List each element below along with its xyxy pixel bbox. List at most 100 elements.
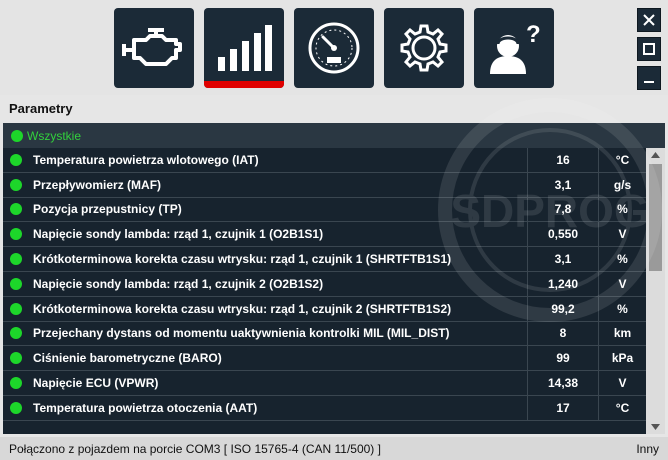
- status-dot-cell: [3, 198, 29, 222]
- parameter-name: Temperatura powietrza wlotowego (IAT): [29, 148, 528, 172]
- parameter-value: 8: [528, 321, 599, 346]
- parameter-row[interactable]: Napięcie sondy lambda: rząd 1, czujnik 1…: [3, 222, 646, 248]
- parameter-unit: %: [617, 301, 628, 316]
- parameter-value: 14,38: [528, 371, 599, 395]
- panel-title: Parametry: [9, 101, 73, 116]
- parameter-row[interactable]: Temperatura powietrza otoczenia (AAT) 17 °…: [3, 395, 646, 421]
- status-dot-cell: [3, 322, 29, 346]
- chevron-down-icon: [651, 424, 660, 430]
- signal-bars-icon: [218, 25, 272, 71]
- parameter-name: Przejechany dystans od momentu uaktywnie…: [29, 321, 528, 346]
- parameter-value: 17: [528, 395, 599, 420]
- parameter-row[interactable]: Ciśnienie barometryczne (BARO) 99 kPa: [3, 346, 646, 372]
- nav-settings-button[interactable]: [384, 8, 464, 88]
- parameter-name: Krótkoterminowa korekta czasu wtrysku: r…: [29, 296, 528, 321]
- status-dot-icon: [10, 153, 22, 166]
- parameter-name: Temperatura powietrza otoczenia (AAT): [29, 395, 528, 420]
- parameter-unit: V: [618, 276, 627, 291]
- parameter-value: 1,240: [528, 271, 599, 296]
- maximize-icon: [643, 43, 655, 55]
- parameter-row[interactable]: Krótkoterminowa korekta czasu wtrysku: r…: [3, 247, 646, 272]
- help-user-icon: ?: [490, 21, 541, 74]
- scroll-down-button[interactable]: [646, 420, 665, 434]
- nav-help-button[interactable]: ?: [474, 8, 554, 88]
- parameter-name: Napięcie ECU (VPWR): [29, 371, 528, 395]
- status-dot-icon: [10, 401, 22, 414]
- status-dot-icon: [10, 327, 22, 340]
- parameter-row[interactable]: Temperatura powietrza wlotowego (IAT) 16 °…: [3, 148, 646, 173]
- engine-check-icon: [122, 28, 182, 66]
- status-dot-cell: [3, 346, 29, 370]
- nav-dashboard-button[interactable]: [294, 8, 374, 88]
- status-dot-icon: [10, 253, 22, 266]
- connection-status: Połączono z pojazdem na porcie COM3 [ IS…: [9, 441, 381, 456]
- parameter-name: Napięcie sondy lambda: rząd 1, czujnik 1…: [29, 222, 528, 247]
- parameter-unit: V: [618, 227, 627, 242]
- vertical-scrollbar[interactable]: [646, 148, 665, 434]
- status-dot-cell: [3, 297, 29, 321]
- parameter-name: Krótkoterminowa korekta czasu wtrysku: r…: [29, 247, 528, 271]
- parameter-list: Temperatura powietrza wlotowego (IAT) 16 °…: [3, 148, 646, 421]
- parameter-row[interactable]: Przepływomierz (MAF) 3,1 g/s: [3, 172, 646, 198]
- parameter-unit: %: [617, 202, 628, 217]
- minimize-button[interactable]: [637, 66, 661, 90]
- svg-text:?: ?: [526, 21, 541, 48]
- status-dot-icon: [11, 129, 23, 142]
- status-dot-cell: [3, 173, 29, 197]
- status-dot-icon: [10, 277, 22, 290]
- status-dot-icon: [10, 228, 22, 241]
- status-dot-icon: [10, 302, 22, 315]
- active-indicator: [204, 81, 284, 88]
- status-dot-cell: [3, 148, 29, 172]
- parameter-value: 3,1: [528, 247, 599, 271]
- status-dot-icon: [10, 352, 22, 365]
- parameter-name: Przepływomierz (MAF): [29, 172, 528, 197]
- parameter-value: 3,1: [528, 172, 599, 197]
- nav-engine-button[interactable]: [114, 8, 194, 88]
- group-label: Wszystkie: [27, 128, 81, 143]
- nav-parameters-button[interactable]: [204, 8, 284, 88]
- parameter-unit: °C: [615, 400, 630, 415]
- parameter-value: 7,8: [528, 197, 599, 222]
- parameter-unit: g/s: [613, 177, 632, 192]
- parameter-unit: km: [613, 326, 632, 341]
- maximize-button[interactable]: [637, 37, 661, 61]
- status-dot-icon: [10, 178, 22, 191]
- top-toolbar: ?: [0, 0, 668, 95]
- scroll-up-button[interactable]: [646, 148, 665, 162]
- parameter-unit: °C: [615, 152, 630, 167]
- status-dot-cell: [3, 272, 29, 296]
- status-dot-icon: [10, 377, 22, 390]
- status-dot-icon: [10, 203, 22, 216]
- parameter-name: Napięcie sondy lambda: rząd 1, czujnik 2…: [29, 271, 528, 296]
- parameter-unit: kPa: [611, 351, 634, 366]
- close-button[interactable]: [637, 8, 661, 32]
- chevron-up-icon: [651, 152, 660, 158]
- parameters-panel: Wszystkie Temperatura powietrza wlotoweg…: [3, 123, 665, 434]
- status-dot-cell: [3, 247, 29, 271]
- close-icon: [643, 14, 655, 26]
- status-dot-cell: [3, 396, 29, 420]
- parameter-value: 99: [528, 346, 599, 371]
- group-row[interactable]: Wszystkie: [3, 123, 665, 148]
- parameter-row[interactable]: Napięcie sondy lambda: rząd 1, czujnik 2…: [3, 271, 646, 297]
- parameter-name: Ciśnienie barometryczne (BARO): [29, 346, 528, 371]
- speedometer-icon: [308, 22, 360, 74]
- parameter-name: Pozycja przepustnicy (TP): [29, 197, 528, 222]
- parameter-value: 99,2: [528, 296, 599, 321]
- scrollbar-thumb[interactable]: [649, 164, 662, 271]
- status-dot-cell: [3, 371, 29, 395]
- parameter-row[interactable]: Pozycja przepustnicy (TP) 7,8%: [3, 197, 646, 223]
- parameter-row[interactable]: Napięcie ECU (VPWR) 14,38 V: [3, 371, 646, 396]
- parameter-unit: %: [617, 252, 628, 267]
- parameter-row[interactable]: Krótkoterminowa korekta czasu wtrysku: r…: [3, 296, 646, 322]
- gear-settings-icon: [400, 24, 448, 72]
- parameter-row[interactable]: Przejechany dystans od momentu uaktywnie…: [3, 321, 646, 347]
- status-dot-cell: [3, 222, 29, 246]
- parameter-unit: V: [618, 376, 627, 391]
- status-right-label: Inny: [636, 441, 659, 456]
- parameter-value: 0,550: [528, 222, 599, 247]
- minimize-icon: [644, 81, 654, 83]
- status-bar: Połączono z pojazdem na porcie COM3 [ IS…: [0, 437, 668, 460]
- parameter-value: 16: [528, 148, 599, 172]
